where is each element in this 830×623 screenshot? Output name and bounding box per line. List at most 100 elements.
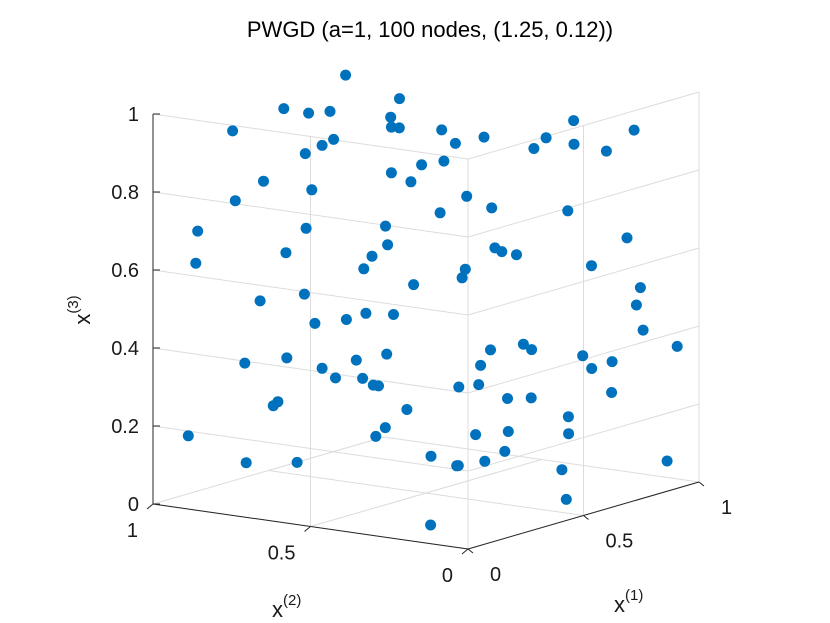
- axes-box: [146, 113, 705, 555]
- data-point: [486, 202, 498, 214]
- data-points: [182, 69, 683, 531]
- data-point: [526, 344, 538, 356]
- y-tick-label: 0.5: [268, 543, 296, 565]
- z-axis-label: x(3): [65, 295, 95, 324]
- y-tick-label: 1: [127, 520, 138, 542]
- y-axis-label-sup: (2): [283, 592, 301, 609]
- data-point: [291, 456, 303, 468]
- data-point: [438, 155, 450, 167]
- z-tick-label: 1: [128, 104, 139, 126]
- data-point: [459, 263, 471, 275]
- z-axis-label-base: x: [70, 314, 95, 325]
- chart-title: PWGD (a=1, 100 nodes, (1.25, 0.12)): [247, 17, 613, 42]
- gridline-y-floor: [152, 436, 385, 505]
- data-point: [381, 348, 393, 360]
- data-point: [634, 282, 646, 294]
- y-tick-mark: [304, 526, 311, 532]
- data-point: [606, 387, 618, 398]
- y-axis-label-base: x: [272, 597, 283, 622]
- data-point: [528, 143, 540, 154]
- data-point: [330, 372, 341, 384]
- data-point: [373, 380, 384, 392]
- data-point: [470, 429, 482, 441]
- x-tick-label: 0: [490, 564, 501, 586]
- data-point: [563, 428, 575, 440]
- x-tick-mark: [698, 481, 705, 487]
- data-point: [328, 133, 340, 145]
- data-point: [379, 422, 391, 434]
- data-point: [192, 225, 204, 237]
- data-point: [600, 145, 612, 157]
- data-point: [630, 299, 642, 311]
- data-point: [425, 519, 437, 531]
- data-point: [434, 207, 446, 219]
- data-point: [380, 220, 391, 232]
- data-point: [452, 460, 464, 472]
- x-axis-label-sup: (1): [625, 587, 643, 604]
- data-point: [385, 111, 397, 123]
- data-point: [360, 307, 372, 319]
- z-axis-label-sup: (3): [65, 295, 82, 313]
- z-tick-label: 0.2: [111, 416, 139, 438]
- data-point: [405, 176, 417, 188]
- data-point: [370, 430, 382, 442]
- data-point: [309, 317, 321, 329]
- y-axis-label: x(2): [272, 592, 301, 622]
- data-point: [436, 124, 448, 136]
- data-point: [306, 184, 318, 196]
- data-point: [298, 288, 310, 300]
- z-tick-label: 0.4: [111, 338, 139, 360]
- data-point: [621, 232, 633, 244]
- data-point: [568, 115, 580, 127]
- data-point: [540, 132, 552, 144]
- gridline-y-floor: [310, 459, 542, 527]
- data-point: [449, 137, 461, 149]
- data-point: [475, 359, 487, 371]
- data-point: [502, 393, 513, 404]
- y-tick-label: 0: [442, 565, 453, 587]
- data-point: [358, 263, 370, 275]
- z-tick-label: 0.8: [111, 182, 139, 204]
- x-tick-label: 1: [721, 497, 732, 519]
- grid-lines: [152, 91, 700, 550]
- x-tick-mark: [467, 548, 474, 554]
- data-point: [303, 107, 315, 119]
- data-point: [385, 167, 397, 179]
- data-point: [485, 344, 496, 356]
- data-point: [300, 222, 312, 234]
- data-point: [456, 272, 468, 284]
- x-axis-label: x(1): [614, 587, 643, 617]
- x-axis-label-base: x: [614, 592, 625, 617]
- data-point: [366, 250, 378, 262]
- data-point: [393, 122, 405, 134]
- data-point: [385, 121, 397, 133]
- data-point: [272, 396, 284, 408]
- data-point: [258, 175, 269, 187]
- data-point: [556, 464, 568, 476]
- data-point: [499, 445, 511, 457]
- data-point: [281, 352, 293, 364]
- z-tick-label: 0: [128, 494, 139, 516]
- data-point: [517, 338, 529, 350]
- data-point: [229, 195, 241, 207]
- x-tick-label: 0.5: [606, 531, 634, 553]
- data-point: [254, 295, 266, 307]
- data-point: [190, 257, 202, 269]
- data-point: [416, 159, 428, 171]
- data-point: [671, 340, 683, 352]
- data-point: [388, 309, 399, 320]
- data-point: [299, 148, 311, 160]
- data-point: [661, 455, 673, 467]
- data-point: [280, 247, 292, 259]
- data-point: [473, 379, 485, 391]
- data-point: [577, 350, 589, 362]
- x-tick-mark: [583, 515, 589, 520]
- data-point: [511, 249, 522, 261]
- data-point: [628, 124, 640, 136]
- data-point: [227, 125, 239, 137]
- data-point: [568, 138, 580, 150]
- data-point: [525, 392, 537, 404]
- data-point: [382, 239, 394, 251]
- data-point: [586, 363, 598, 374]
